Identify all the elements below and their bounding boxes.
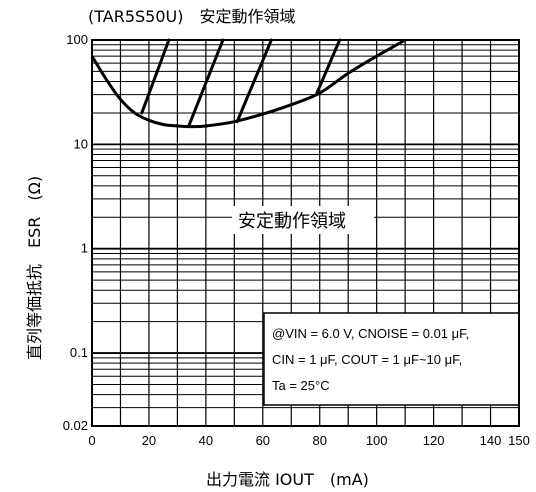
y-tick-label: 10 [74,136,88,151]
boundary-curves [90,38,406,129]
y-tick-label: 0.02 [63,418,88,433]
plot-frame [91,39,520,427]
chart-title: (TAR5S50U) 安定動作領域 [88,7,296,26]
region-label-background [232,206,374,234]
boundary-hatch-line [315,38,342,95]
annotation-line-2: CIN = 1 μF, COUT = 1 μF~10 μF, [272,352,462,367]
x-tick-label: 140 [480,433,502,448]
stability-boundary-curve [90,38,406,129]
x-axis-label: 出力電流 IOUT (mA) [206,470,369,489]
region-label: 安定動作領域 [238,211,346,232]
x-tick-label: 20 [142,433,156,448]
boundary-hatch-line [187,38,225,128]
y-axis-label: 直列等価抵抗 ESR (Ω) [25,176,44,360]
x-tick-label: 150 [508,433,530,448]
x-tick-label: 80 [312,433,326,448]
annotation-box [263,312,520,406]
x-tick-label: 0 [88,433,95,448]
y-tick-label: 1 [81,241,88,256]
y-tick-label: 0.1 [70,345,88,360]
x-tick-label: 40 [199,433,213,448]
x-tick-label: 120 [423,433,445,448]
y-tick-label: 100 [66,32,88,47]
x-tick-label: 60 [256,433,270,448]
annotation-line-1: @VIN = 6.0 V, CNOISE = 0.01 μF, [272,326,469,341]
x-tick-label: 100 [366,433,388,448]
boundary-hatch-line [235,38,273,124]
tick-labels: 0 20 40 60 80 100 120 140 150 100 10 1 0.1 0.02 [63,32,530,448]
annotation-line-3: Ta = 25°C [272,378,330,393]
boundary-hatch-line [140,38,171,115]
